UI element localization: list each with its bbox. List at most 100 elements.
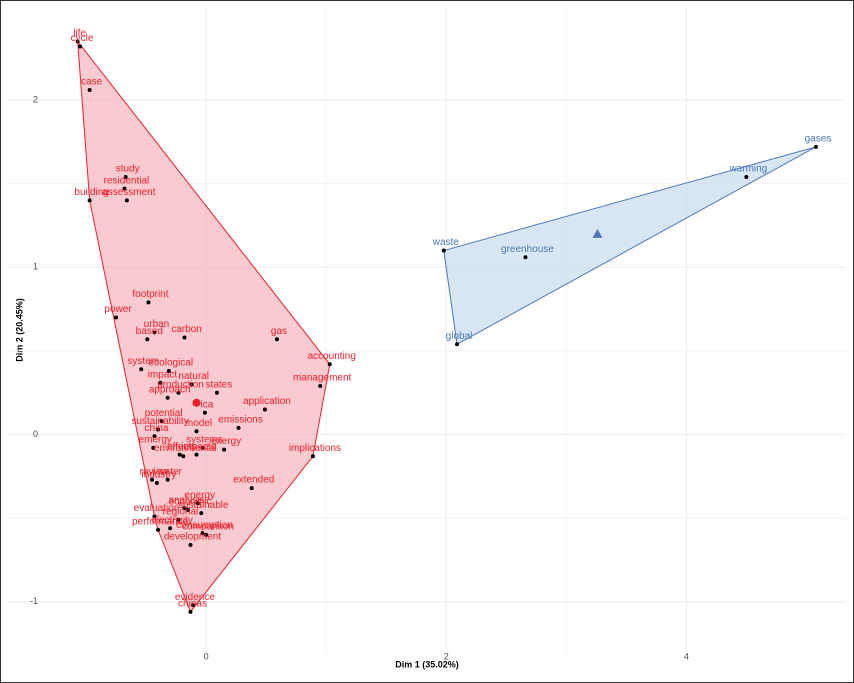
point-label: potential bbox=[145, 408, 183, 419]
point-label: evidence bbox=[175, 592, 215, 603]
point bbox=[165, 395, 170, 400]
point bbox=[152, 434, 157, 439]
point-label: building bbox=[74, 187, 108, 198]
point-label: ica bbox=[200, 399, 213, 410]
point-label: waste bbox=[432, 237, 460, 248]
point bbox=[114, 315, 119, 320]
point bbox=[145, 337, 150, 342]
point-label: ecological bbox=[149, 358, 193, 369]
point-label: states bbox=[206, 379, 233, 390]
point bbox=[176, 517, 181, 522]
point bbox=[78, 44, 83, 49]
point-label: warming bbox=[728, 164, 767, 175]
point bbox=[186, 507, 191, 512]
cluster-hull bbox=[443, 146, 817, 346]
point bbox=[188, 542, 193, 547]
point-label: power bbox=[104, 304, 132, 315]
point bbox=[455, 342, 460, 347]
point-label: system bbox=[127, 356, 159, 367]
point-label: application bbox=[243, 396, 291, 407]
point-label: water bbox=[156, 466, 182, 477]
point bbox=[523, 255, 528, 260]
point bbox=[813, 144, 818, 149]
point-label: footprint bbox=[132, 289, 168, 300]
point bbox=[87, 87, 92, 92]
point-label: china bbox=[145, 423, 169, 434]
point-label: emergy bbox=[139, 435, 172, 446]
y-tick-label: 2 bbox=[33, 94, 38, 104]
point bbox=[222, 447, 227, 452]
point bbox=[200, 445, 205, 450]
point bbox=[139, 367, 144, 372]
point-label: sustainable bbox=[178, 500, 229, 511]
point-label: review bbox=[140, 466, 170, 477]
point-label: gases bbox=[805, 133, 832, 144]
point bbox=[75, 39, 80, 44]
point bbox=[194, 429, 199, 434]
point-label: impacts bbox=[181, 441, 215, 452]
point bbox=[168, 526, 173, 531]
point-label: study bbox=[116, 164, 140, 175]
point bbox=[152, 514, 157, 519]
point-label: regional bbox=[163, 506, 199, 517]
point bbox=[274, 337, 279, 342]
point-label: approach bbox=[149, 384, 191, 395]
point bbox=[318, 384, 323, 389]
point-label: analysis bbox=[168, 495, 204, 506]
point-label: model bbox=[185, 418, 212, 429]
point-label: systems bbox=[186, 435, 223, 446]
point bbox=[202, 410, 207, 415]
point bbox=[327, 362, 332, 367]
centroid bbox=[592, 228, 603, 238]
point bbox=[182, 335, 187, 340]
x-tick-label: 4 bbox=[684, 651, 689, 661]
point-label: global bbox=[446, 331, 473, 342]
point bbox=[181, 454, 186, 459]
point-label: economic bbox=[169, 496, 212, 507]
point-label: production bbox=[157, 379, 204, 390]
y-tick-label: 1 bbox=[33, 262, 38, 272]
point-label: greenhouse bbox=[501, 244, 554, 255]
point bbox=[199, 511, 204, 516]
point-label: chinas bbox=[178, 598, 207, 609]
y-axis-title: Dim 2 (20.45%) bbox=[14, 298, 24, 362]
point bbox=[190, 603, 195, 608]
point-label: urban bbox=[144, 319, 170, 330]
point bbox=[195, 501, 200, 506]
point-label: gas bbox=[271, 326, 287, 337]
point bbox=[262, 407, 267, 412]
point bbox=[150, 477, 155, 482]
point bbox=[165, 477, 170, 482]
point-label: implications bbox=[289, 443, 341, 454]
point bbox=[156, 427, 161, 432]
point bbox=[214, 390, 219, 395]
point-label: evaluation bbox=[134, 503, 180, 514]
point bbox=[154, 481, 159, 486]
point-label: sustainability bbox=[131, 416, 188, 427]
point-label: exergy bbox=[211, 436, 241, 447]
point-label: energy bbox=[184, 490, 215, 501]
centroid bbox=[192, 398, 201, 407]
point-label: electricity bbox=[151, 515, 193, 526]
point-label: development bbox=[164, 532, 221, 543]
point bbox=[249, 486, 254, 491]
point bbox=[189, 382, 194, 387]
point bbox=[159, 419, 164, 424]
point bbox=[124, 198, 129, 203]
point-label: comparison bbox=[182, 522, 234, 533]
point bbox=[194, 452, 199, 457]
point bbox=[177, 452, 182, 457]
point-label: residential bbox=[104, 175, 150, 186]
point bbox=[236, 425, 241, 430]
point-label: accounting bbox=[308, 351, 356, 362]
y-tick-label: 0 bbox=[33, 429, 38, 439]
point bbox=[441, 248, 446, 253]
point bbox=[123, 174, 128, 179]
point bbox=[182, 506, 187, 511]
point-label: life bbox=[73, 28, 86, 39]
point bbox=[156, 527, 161, 532]
point bbox=[122, 186, 127, 191]
point bbox=[87, 198, 92, 203]
point bbox=[310, 454, 315, 459]
